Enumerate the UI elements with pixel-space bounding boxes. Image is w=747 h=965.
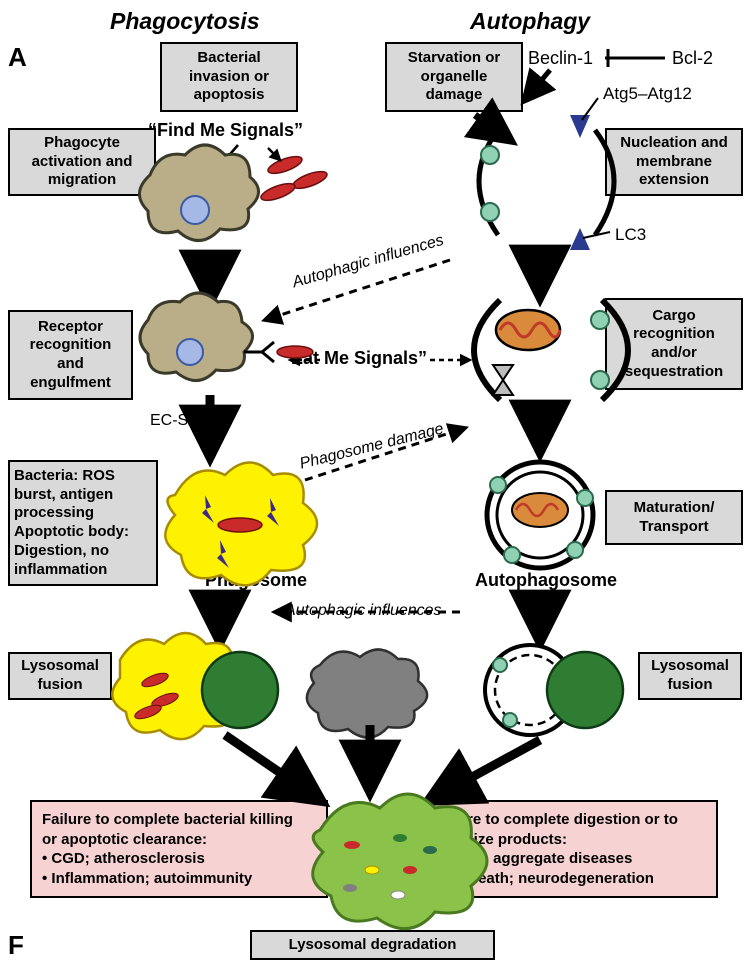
box-A-left: Bacterialinvasion orapoptosis bbox=[160, 42, 298, 112]
box-E-left: Lysosomalfusion bbox=[8, 652, 112, 700]
lbl-lc3: LC3 bbox=[615, 225, 646, 245]
lbl-lysosome-right: Lysosome bbox=[556, 680, 630, 697]
lbl-findme: “Find Me Signals” bbox=[148, 120, 303, 141]
lbl-endosome: Endosome bbox=[335, 680, 417, 698]
lbl-autophagosome: Autophagosome bbox=[475, 570, 617, 591]
row-A: A bbox=[8, 42, 27, 73]
box-C-left: Receptorrecognitionandengulfment bbox=[8, 310, 133, 400]
autophagosome-icon bbox=[487, 462, 593, 568]
box-D-left: Bacteria: ROSburst, antigenprocessingApo… bbox=[8, 460, 158, 586]
box-B-right: Nucleation andmembraneextension bbox=[605, 128, 743, 196]
lbl-auto-infl-2: Autophagic influences bbox=[285, 602, 442, 620]
lbl-atg: Atg5–Atg12 bbox=[603, 84, 692, 104]
box-E-right: Lysosomalfusion bbox=[638, 652, 742, 700]
phagosome-icon bbox=[165, 463, 317, 586]
lbl-beclin: Beclin-1 bbox=[528, 48, 593, 69]
row-F: F bbox=[8, 930, 24, 961]
lbl-phagocyte-1: Phagocyte bbox=[156, 200, 227, 216]
lbl-phagosome: Phagosome bbox=[205, 570, 307, 591]
lbl-eatme: “Eat Me Signals” bbox=[282, 348, 427, 369]
bacteria-icon bbox=[259, 153, 329, 204]
nucleation-membrane-icon bbox=[479, 115, 614, 250]
lbl-auto-infl-1: Autophagic influences bbox=[291, 232, 446, 292]
pink-left: Failure to complete bacterial killingor … bbox=[30, 800, 328, 898]
header-autophagy: Autophagy bbox=[470, 8, 590, 35]
lbl-findme-text: Find Me Signals bbox=[157, 120, 294, 140]
pink-right: Failure to complete digestion or tore-ut… bbox=[420, 800, 718, 898]
lbl-eatme-text: Eat Me Signals bbox=[291, 348, 418, 368]
lbl-lysosome-left: Lysosome bbox=[209, 680, 283, 697]
lbl-phago-dmg: Phagosome damage bbox=[298, 420, 446, 473]
lbl-phagocyte-2: Phagocyte bbox=[156, 340, 227, 356]
box-D-right: Maturation/Transport bbox=[605, 490, 743, 545]
box-C-right: Cargorecognitionand/orsequestration bbox=[605, 298, 743, 390]
header-phagocytosis: Phagocytosis bbox=[110, 8, 260, 35]
lbl-bcl2: Bcl-2 bbox=[672, 48, 713, 69]
phagocyte-b-icon bbox=[139, 145, 258, 241]
box-F-center: Lysosomal degradation bbox=[250, 930, 495, 960]
box-A-right: Starvation ororganelledamage bbox=[385, 42, 523, 112]
lbl-ecsod: EC-SOD bbox=[150, 412, 212, 430]
box-B-left: Phagocyteactivation andmigration bbox=[8, 128, 156, 196]
